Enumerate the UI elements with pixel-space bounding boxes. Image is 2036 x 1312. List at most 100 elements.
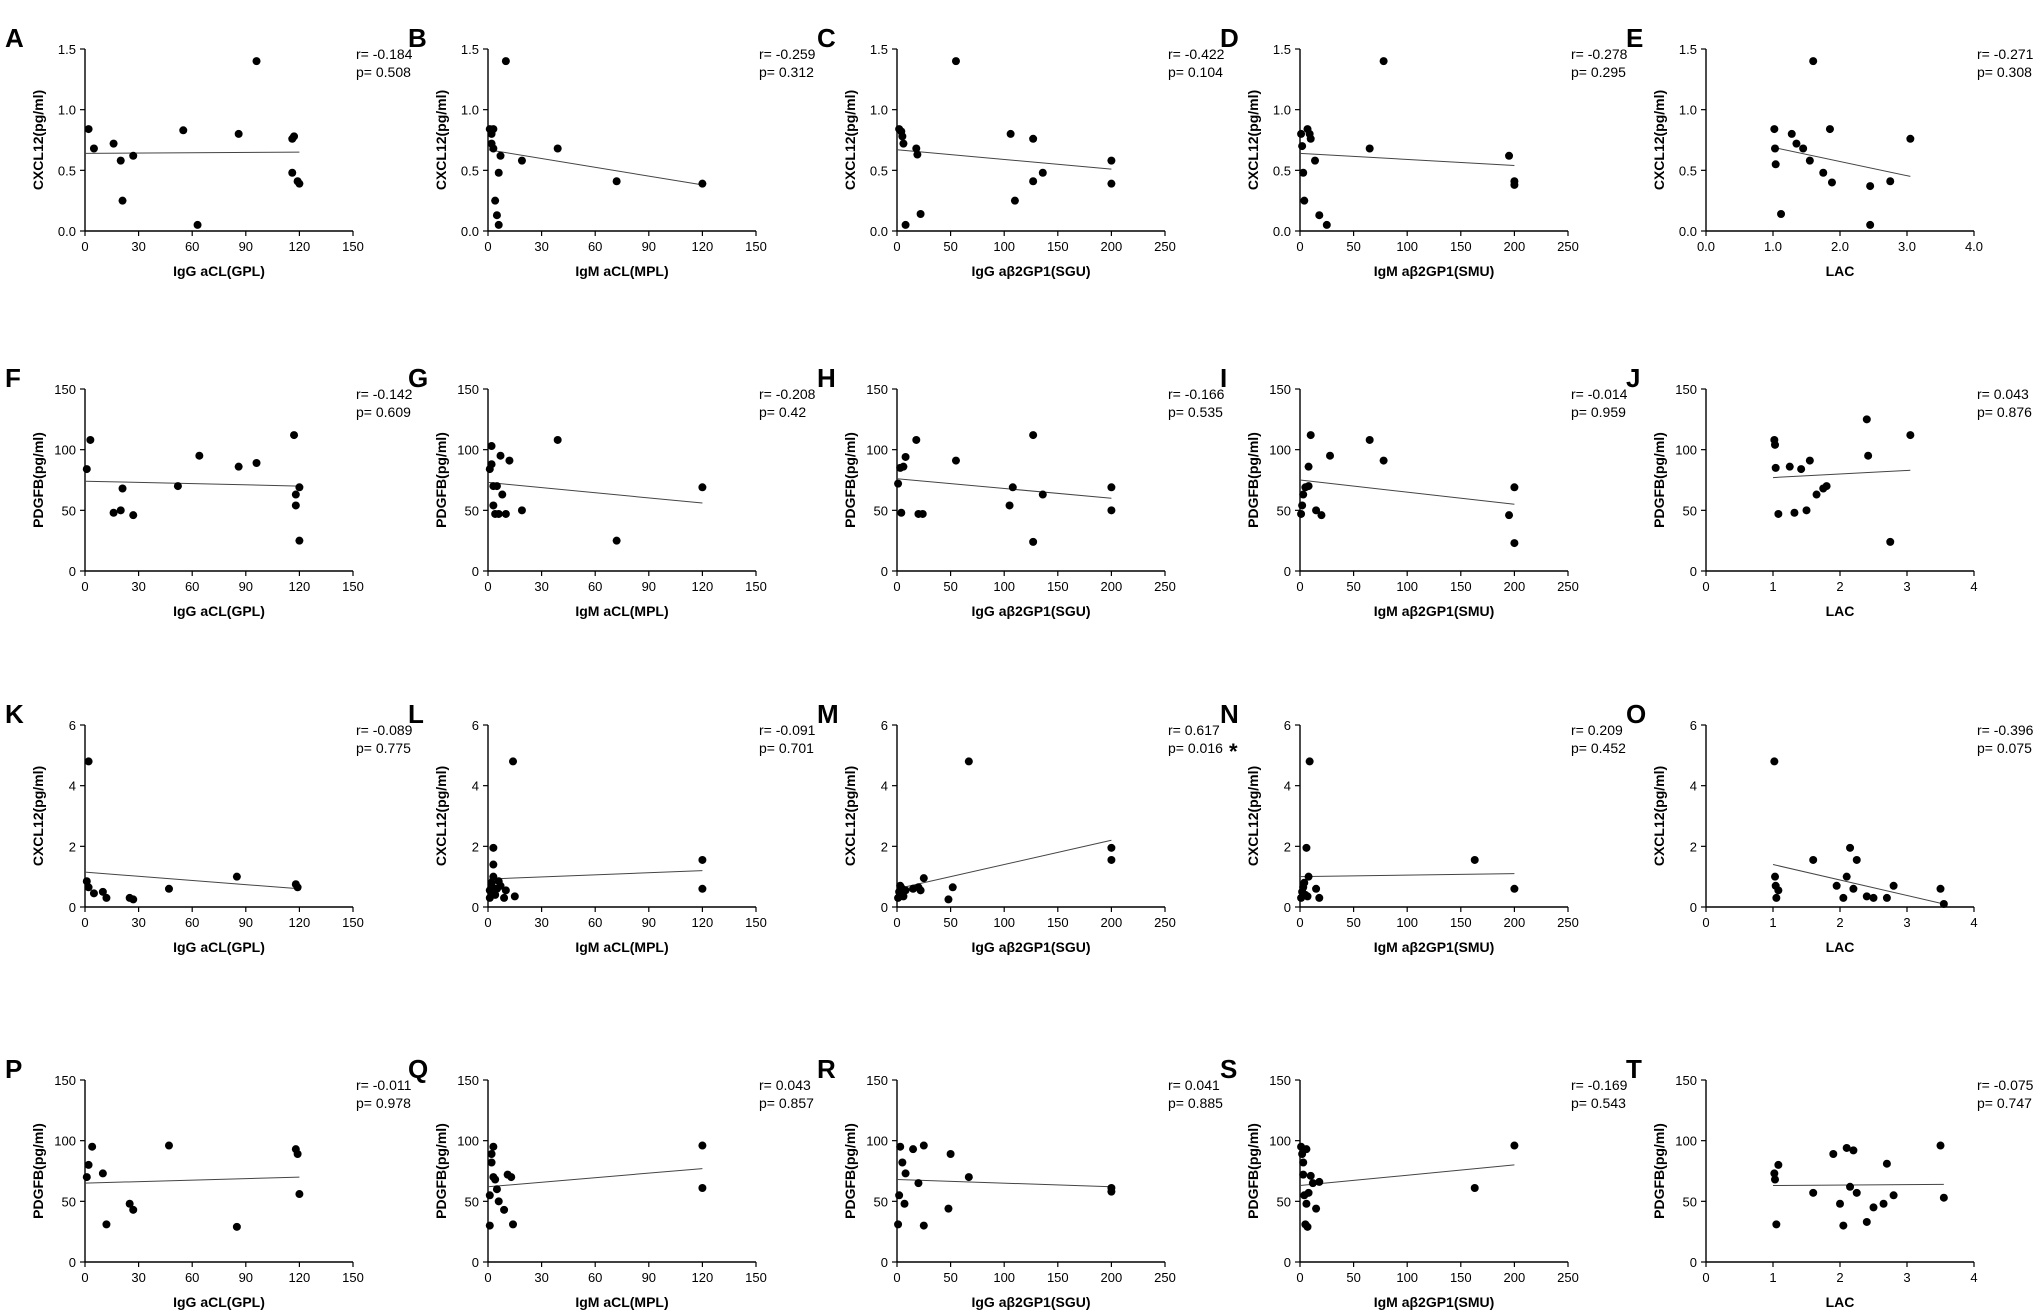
panel-k-x-tick-label: 60	[185, 915, 199, 930]
panel-h-p-value: p= 0.535	[1168, 404, 1223, 420]
panel-g-letter: G	[408, 363, 428, 393]
panel-j-x-axis-label: LAC	[1826, 603, 1855, 619]
panel-k-data-point	[98, 887, 107, 896]
panel-t-data-point	[1889, 1191, 1898, 1200]
panel-m-y-axis-label: CXCL12(pg/ml)	[842, 766, 858, 866]
panel-r-data-point	[898, 1158, 907, 1167]
panel-g-x-tick-label: 120	[692, 579, 714, 594]
panel-i-x-tick-label: 200	[1504, 579, 1526, 594]
panel-b-data-point	[489, 125, 498, 134]
panel-m-data-point	[1107, 843, 1116, 852]
panel-j-data-point	[1822, 482, 1831, 491]
panel-d-data-point	[1298, 142, 1307, 151]
panel-o-data-point	[1862, 892, 1871, 901]
panel-i-letter: I	[1220, 363, 1227, 393]
panel-l-regression-line	[487, 870, 703, 880]
panel-q-data-point	[494, 1197, 503, 1206]
panel-n-data-point	[1303, 892, 1312, 901]
panel-j-p-value: p= 0.876	[1977, 404, 2032, 420]
panel-l-data-point	[491, 890, 500, 899]
panel-o-data-point	[1939, 899, 1948, 908]
panel-m-data-point	[964, 757, 973, 766]
panel-t-data-point	[1809, 1188, 1818, 1197]
panel-p-y-tick-label: 150	[54, 1073, 76, 1088]
panel-p-letter: P	[5, 1054, 22, 1084]
panel-n-x-tick-label: 150	[1450, 915, 1472, 930]
panel-f-letter: F	[5, 363, 21, 393]
panel-i-data-point	[1298, 501, 1307, 510]
panel-d-x-tick-label: 150	[1450, 239, 1472, 254]
panel-i-data-point	[1510, 483, 1519, 492]
panel-a-data-point	[290, 132, 299, 141]
panel-n-data-point	[1302, 843, 1311, 852]
panel-h-data-point	[918, 509, 927, 518]
panel-f-data-point	[129, 511, 138, 520]
panel-f-x-axis-label: IgG aCL(GPL)	[173, 603, 265, 619]
panel-i-data-point	[1365, 435, 1374, 444]
panel-h-x-axis-label: IgG aβ2GP1(SGU)	[971, 603, 1090, 619]
panel-f-y-tick-label: 0	[69, 564, 76, 579]
panel-f-data-point	[195, 451, 204, 460]
panel-o-data-point	[1852, 855, 1861, 864]
panel-q-r-value: r= 0.043	[759, 1077, 811, 1093]
panel-j-x-tick-label: 0	[1702, 579, 1709, 594]
panel-i-y-axis-label: PDGFB(pg/ml)	[1245, 432, 1261, 528]
panel-a-data-point	[129, 151, 138, 160]
panel-q-data-point	[507, 1173, 516, 1182]
panel-g-x-axis-label: IgM aCL(MPL)	[575, 603, 668, 619]
panel-s-r-value: r= -0.169	[1571, 1077, 1628, 1093]
panel-q-x-tick-label: 150	[745, 1270, 767, 1285]
panel-m-data-point	[948, 883, 957, 892]
panel-j-data-point	[1805, 456, 1814, 465]
panel-t-data-point	[1774, 1160, 1783, 1169]
panel-s-x-tick-label: 0	[1296, 1270, 1303, 1285]
panel-s-data-point	[1312, 1204, 1321, 1213]
panel-r-data-point	[944, 1204, 953, 1213]
panel-e-x-tick-label: 4.0	[1965, 239, 1983, 254]
panel-m-y-tick-label: 2	[881, 839, 888, 854]
panel-e-data-point	[1809, 57, 1818, 66]
panel-i-data-point	[1379, 456, 1388, 465]
panel-n-x-tick-label: 100	[1396, 915, 1418, 930]
panel-f-p-value: p= 0.609	[356, 404, 411, 420]
panel-b-x-tick-label: 60	[588, 239, 602, 254]
panel-o-x-axis-label: LAC	[1826, 939, 1855, 955]
panel-t-data-point	[1849, 1146, 1858, 1155]
panel-d-x-axis-label: IgM aβ2GP1(SMU)	[1374, 263, 1495, 279]
panel-d-y-tick-label: 0.0	[1273, 224, 1291, 239]
panel-s-data-point	[1302, 1145, 1311, 1154]
panel-h-data-point	[1005, 501, 1014, 510]
panel-a-x-axis-label: IgG aCL(GPL)	[173, 263, 265, 279]
panel-n-y-tick-label: 2	[1284, 839, 1291, 854]
panel-j-y-tick-label: 150	[1675, 382, 1697, 397]
panel-p-data-point	[232, 1222, 241, 1231]
panel-i-data-point	[1505, 511, 1514, 520]
panel-j-data-point	[1802, 506, 1811, 515]
panel-j-x-tick-label: 3	[1903, 579, 1910, 594]
panel-a-data-point	[179, 126, 188, 135]
panel-s-y-tick-label: 50	[1277, 1194, 1291, 1209]
panel-m-x-axis-label: IgG aβ2GP1(SGU)	[971, 939, 1090, 955]
panel-a-regression-line	[84, 151, 300, 154]
panel-f-x-tick-label: 90	[239, 579, 253, 594]
panel-b-data-point	[501, 57, 510, 66]
panel-b-p-value: p= 0.312	[759, 64, 814, 80]
panel-n-p-value: p= 0.452	[1571, 740, 1626, 756]
panel-o-y-tick-label: 6	[1690, 718, 1697, 733]
panel-r-x-axis-label: IgG aβ2GP1(SGU)	[971, 1294, 1090, 1310]
panel-o-x-tick-label: 3	[1903, 915, 1910, 930]
panel-s-y-tick-label: 100	[1269, 1134, 1291, 1149]
panel-m-y-tick-label: 0	[881, 900, 888, 915]
panel-t-y-tick-label: 0	[1690, 1255, 1697, 1270]
panel-q-data-point	[485, 1191, 494, 1200]
panel-f-data-point	[118, 484, 127, 493]
panel-g-data-point	[487, 460, 496, 469]
panel-m-data-point	[1107, 855, 1116, 864]
panel-d-p-value: p= 0.295	[1571, 64, 1626, 80]
panel-k-x-tick-label: 30	[131, 915, 145, 930]
panel-q-y-tick-label: 100	[457, 1134, 479, 1149]
panel-q-data-point	[487, 1158, 496, 1167]
panel-e-x-tick-label: 1.0	[1764, 239, 1782, 254]
panel-s-y-tick-label: 150	[1269, 1073, 1291, 1088]
panel-h-y-axis-label: PDGFB(pg/ml)	[842, 432, 858, 528]
